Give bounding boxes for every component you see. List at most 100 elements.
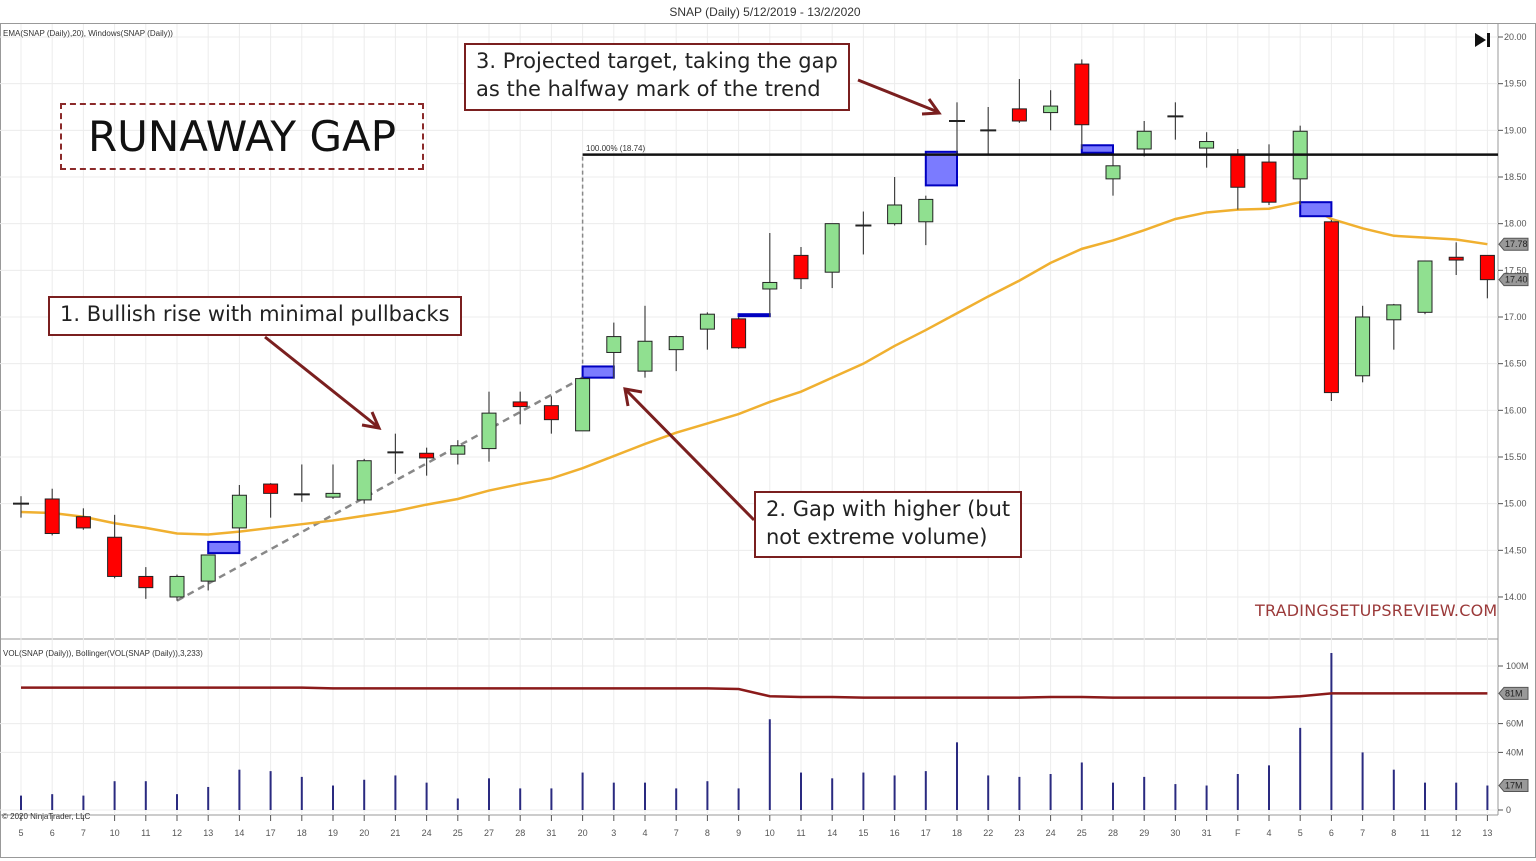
x-tick-label: 27 (484, 828, 494, 838)
candle-down (1074, 63, 1090, 126)
x-tick-label: 8 (1391, 828, 1396, 838)
x-tick-label: 18 (952, 828, 962, 838)
annotation-note2: 2. Gap with higher (but not extreme volu… (754, 491, 1023, 558)
arrow-head-note1 (361, 411, 382, 430)
headline-box: RUNAWAY GAP (60, 103, 424, 170)
candle-up (356, 460, 372, 501)
candle-up (325, 492, 341, 498)
x-tick-label: 10 (110, 828, 120, 838)
gap-window (737, 313, 771, 318)
gap-window (1299, 201, 1333, 218)
gap-window (924, 150, 958, 187)
candle-up (450, 445, 466, 455)
x-tick-label: 5 (1298, 828, 1303, 838)
note1-text: 1. Bullish rise with minimal pullbacks (60, 302, 450, 326)
x-tick-label: 23 (1014, 828, 1024, 838)
x-tick-label: 14 (827, 828, 837, 838)
x-tick-label: 21 (390, 828, 400, 838)
price-tick-label: 18.50 (1504, 172, 1527, 182)
x-tick-label: 12 (172, 828, 182, 838)
x-tick-label: 18 (297, 828, 307, 838)
gap-window (581, 365, 615, 379)
skip-to-end-icon[interactable] (1475, 33, 1490, 47)
candle-up (1355, 316, 1371, 377)
x-tick-label: 25 (1077, 828, 1087, 838)
note3-line2: as the halfway mark of the trend (476, 77, 821, 101)
annotation-note3: 3. Projected target, taking the gap as t… (464, 43, 850, 111)
arrow-note3 (857, 78, 939, 114)
annotation-arrows (264, 78, 942, 522)
x-tick-label: 6 (50, 828, 55, 838)
bollinger-volume-tag-label: 81M (1505, 688, 1523, 698)
x-tick-label: 31 (546, 828, 556, 838)
x-tick-label: 9 (736, 828, 741, 838)
volume-indicator-label: VOL(SNAP (Daily)), Bollinger(VOL(SNAP (D… (3, 649, 203, 658)
candle-up (668, 336, 684, 351)
x-tick-label: F (1235, 828, 1241, 838)
last-price-tag-label: 17.40 (1505, 275, 1528, 285)
price-tick-label: 16.00 (1504, 405, 1527, 415)
volume-tick-label: 40M (1506, 747, 1524, 757)
candle-up (231, 494, 247, 529)
x-tick-label: 28 (515, 828, 525, 838)
annotation-note1: 1. Bullish rise with minimal pullbacks (48, 296, 462, 336)
x-tick-label: 20 (359, 828, 369, 838)
candle-down (1323, 221, 1339, 394)
x-tick-label: 20 (578, 828, 588, 838)
price-tick-label: 15.00 (1504, 499, 1527, 509)
x-tick-label: 11 (141, 828, 150, 838)
candle-up (606, 336, 622, 353)
ema-price-tag-label: 17.78 (1505, 239, 1528, 249)
arrow-note2 (624, 388, 756, 522)
gap-window (1080, 144, 1115, 154)
candle-up (824, 223, 840, 273)
x-tick-label: 22 (983, 828, 993, 838)
chart-title: SNAP (Daily) 5/12/2019 - 13/2/2020 (669, 5, 861, 19)
note2-line2: not extreme volume) (766, 525, 988, 549)
price-tick-label: 19.00 (1504, 125, 1527, 135)
last-price-tag (1498, 273, 1529, 287)
candle-up (1417, 260, 1433, 313)
candle-down (1479, 254, 1495, 281)
candle-up (918, 198, 934, 223)
x-tick-label: 7 (81, 828, 86, 838)
volume-tick-label: 100M (1506, 661, 1529, 671)
ema-price-tag (1498, 237, 1529, 251)
price-tick-label: 16.50 (1504, 359, 1527, 369)
x-tick-label: 5 (18, 828, 23, 838)
candle-down (543, 405, 559, 421)
candle-down (793, 254, 809, 280)
x-tick-label: 3 (611, 828, 616, 838)
x-tick-label: 17 (921, 828, 931, 838)
candle-up (762, 281, 778, 290)
candle-down (731, 318, 747, 349)
candle-up (1105, 165, 1121, 180)
gap-window (207, 540, 241, 555)
candle-up (637, 340, 653, 372)
volume-bollinger-line (21, 686, 1488, 699)
candle-up (1199, 141, 1215, 149)
candle-down (1230, 154, 1246, 188)
x-tick-label: 8 (705, 828, 710, 838)
volume-tick-label: 0 (1506, 805, 1511, 815)
x-tick-label: 10 (765, 828, 775, 838)
x-tick-label: 25 (453, 828, 463, 838)
price-tick-label: 19.50 (1504, 79, 1527, 89)
candle-up (887, 204, 903, 225)
x-tick-label: 19 (328, 828, 338, 838)
candle-up (1386, 304, 1402, 321)
x-tick-label: 7 (1360, 828, 1365, 838)
candle-down (107, 536, 123, 577)
x-tick-label: 17 (266, 828, 276, 838)
x-tick-label: 11 (796, 828, 805, 838)
price-tick-label: 14.50 (1504, 545, 1527, 555)
candle-down (512, 401, 528, 408)
x-tick-label: 6 (1329, 828, 1334, 838)
candle-up (699, 313, 715, 330)
candle-up (1136, 130, 1152, 150)
x-tick-label: 29 (1139, 828, 1149, 838)
arrow-head-note3 (921, 98, 942, 116)
candle-up (200, 554, 216, 582)
price-indicator-label: EMA(SNAP (Daily),20), Windows(SNAP (Dail… (3, 29, 173, 38)
